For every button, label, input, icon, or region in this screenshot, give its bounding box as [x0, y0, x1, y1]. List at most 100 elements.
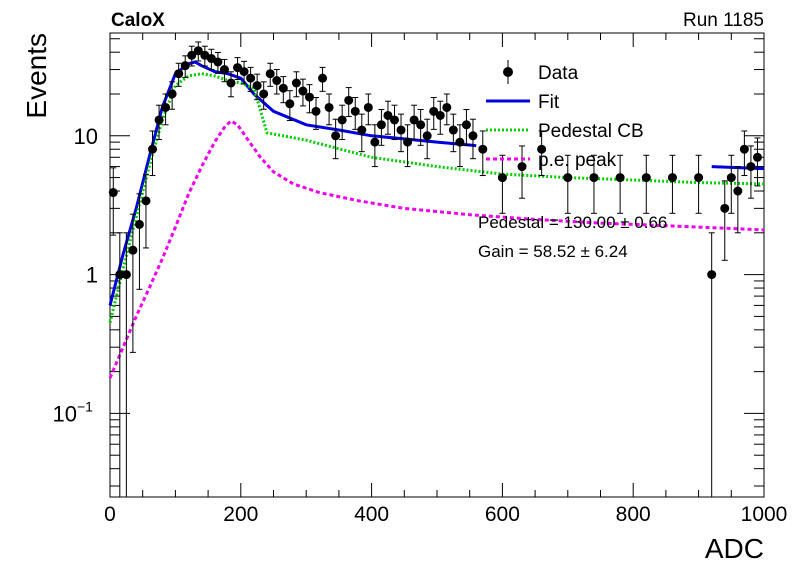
data-point	[121, 232, 131, 498]
data-point	[239, 60, 249, 85]
data-marker	[746, 162, 756, 172]
data-marker	[252, 81, 262, 91]
gain-info: Gain = 58.52 ± 6.24	[478, 242, 628, 261]
x-tick-label: 600	[485, 503, 520, 526]
curve-p-e-peak	[108, 119, 765, 379]
data-marker	[226, 78, 236, 88]
legend-entry: p.e. peak	[486, 150, 617, 171]
data-point	[478, 130, 488, 177]
data-marker	[213, 57, 223, 67]
data-point	[448, 113, 458, 153]
data-marker	[174, 69, 184, 79]
data-marker	[403, 137, 413, 147]
data-point	[259, 81, 269, 110]
data-marker	[246, 73, 256, 83]
data-marker	[311, 106, 321, 116]
legend-label: Pedestal CB	[538, 121, 644, 142]
data-marker	[304, 92, 314, 102]
data-marker	[429, 106, 439, 116]
data-marker	[285, 99, 295, 109]
legend-marker	[503, 67, 513, 77]
data-point	[563, 154, 573, 214]
x-tick-label: 0	[104, 503, 116, 526]
data-point	[213, 51, 223, 74]
legend-label: p.e. peak	[538, 150, 617, 171]
data-marker	[148, 144, 158, 154]
data-point	[193, 41, 203, 62]
data-marker	[219, 65, 229, 75]
data-point	[455, 124, 465, 168]
data-point	[396, 113, 406, 153]
data-points	[108, 41, 762, 498]
data-point	[108, 167, 118, 236]
data-point	[752, 137, 762, 187]
data-point	[376, 108, 386, 146]
x-tick-label: 400	[354, 503, 389, 526]
data-point	[187, 45, 197, 67]
data-marker	[739, 144, 749, 154]
pedestal-info: Pedestal = 130.00 ± 0.66	[478, 213, 667, 232]
data-marker	[141, 196, 151, 206]
data-marker	[376, 120, 386, 130]
data-marker	[350, 106, 360, 116]
data-marker	[233, 63, 243, 73]
data-marker	[537, 144, 547, 154]
data-marker	[641, 173, 651, 183]
legend-label: Fit	[538, 92, 560, 113]
data-point	[226, 71, 236, 98]
data-point	[363, 93, 373, 126]
data-point	[537, 130, 547, 177]
data-point	[174, 62, 184, 87]
data-marker	[108, 188, 118, 198]
data-point	[357, 113, 367, 153]
data-marker	[363, 102, 373, 112]
data-point	[298, 78, 308, 107]
data-point	[291, 71, 301, 98]
data-point	[746, 145, 756, 199]
data-marker	[180, 61, 190, 71]
y-tick-label: 1	[86, 263, 98, 288]
data-marker	[720, 203, 730, 213]
data-marker	[389, 115, 399, 125]
x-tick-label: 1000	[741, 503, 788, 526]
data-marker	[278, 83, 288, 93]
data-marker	[161, 102, 171, 112]
data-point	[134, 193, 144, 290]
data-marker	[265, 69, 275, 79]
experiment-label: CaloX	[111, 10, 165, 31]
data-marker	[442, 102, 452, 112]
data-marker	[726, 173, 736, 183]
data-point	[278, 76, 288, 104]
data-marker	[115, 270, 125, 280]
data-marker	[497, 173, 507, 183]
data-point	[265, 62, 275, 87]
data-point	[461, 108, 471, 146]
data-point	[429, 96, 439, 130]
data-marker	[167, 89, 177, 99]
data-point	[167, 81, 177, 110]
data-point	[615, 154, 625, 214]
data-point	[641, 154, 651, 214]
data-marker	[272, 76, 282, 86]
data-point	[707, 232, 717, 498]
data-point	[272, 69, 282, 95]
data-marker	[128, 245, 138, 255]
data-marker	[239, 67, 249, 77]
data-marker	[667, 173, 677, 183]
data-point	[435, 100, 445, 135]
data-marker	[416, 120, 426, 130]
data-point	[285, 90, 295, 122]
data-marker	[337, 115, 347, 125]
data-marker	[468, 131, 478, 141]
data-marker	[422, 131, 432, 141]
plot-frame	[109, 32, 765, 498]
data-point	[148, 130, 158, 177]
data-marker	[448, 125, 458, 135]
data-marker	[193, 46, 203, 56]
data-point	[180, 55, 190, 78]
data-point	[497, 154, 507, 214]
legend-label: Data	[538, 63, 579, 84]
data-point	[115, 232, 125, 498]
